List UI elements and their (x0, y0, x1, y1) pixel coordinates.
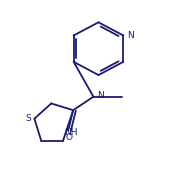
Text: N: N (97, 91, 104, 100)
Text: NH: NH (64, 128, 77, 137)
Text: O: O (65, 133, 72, 142)
Text: N: N (127, 31, 134, 40)
Text: S: S (25, 114, 31, 123)
